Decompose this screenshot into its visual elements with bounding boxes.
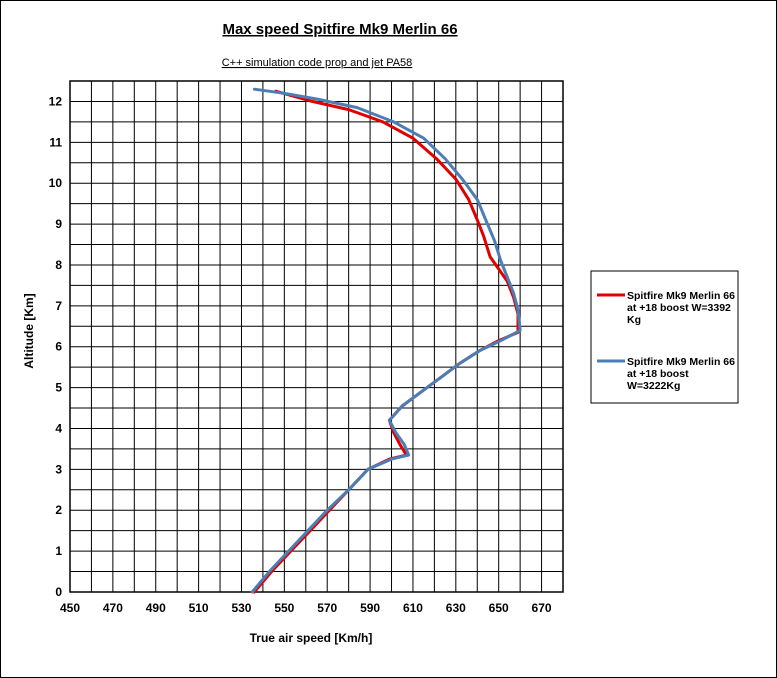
y-tick-label: 6 xyxy=(55,340,62,354)
grid xyxy=(69,80,564,593)
x-tick-label: 530 xyxy=(231,601,251,615)
x-tick-label: 490 xyxy=(146,601,166,615)
series-line xyxy=(250,87,522,594)
y-tick-label: 12 xyxy=(49,94,63,108)
series-line xyxy=(252,89,520,594)
y-tick-label: 9 xyxy=(55,217,62,231)
x-tick-label: 570 xyxy=(317,601,337,615)
tick-labels: 450 470 490 510 530 550 570 590 610 630 650 6700123… xyxy=(49,94,552,615)
y-tick-label: 11 xyxy=(49,135,62,149)
chart-subtitle: C++ simulation code prop and jet PA58 xyxy=(222,57,413,69)
y-tick-label: 4 xyxy=(55,421,62,435)
x-tick-label: 630 xyxy=(446,601,466,615)
y-tick-label: 8 xyxy=(55,258,62,272)
x-axis-label: True air speed [Km/h] xyxy=(250,631,373,645)
chart-title: Max speed Spitfire Mk9 Merlin 66 xyxy=(222,21,457,38)
x-tick-label: 590 xyxy=(360,601,380,615)
legend-label: W=3222Kg xyxy=(627,380,680,392)
legend-label: at +18 boost xyxy=(627,368,689,380)
x-tick-label: 470 xyxy=(103,601,123,615)
y-tick-label: 5 xyxy=(55,381,62,395)
x-tick-label: 550 xyxy=(274,601,294,615)
y-tick-label: 7 xyxy=(55,299,62,313)
legend-label: at +18 boost W=3392 xyxy=(627,302,731,314)
y-tick-label: 10 xyxy=(49,176,63,190)
y-tick-label: 0 xyxy=(55,585,62,599)
y-axis-label: Altitude [Km] xyxy=(22,293,36,368)
x-tick-label: 670 xyxy=(532,601,552,615)
y-tick-label: 1 xyxy=(55,544,62,558)
legend-label: Kg xyxy=(627,314,641,326)
y-tick-label: 3 xyxy=(55,462,62,476)
y-tick-label: 2 xyxy=(55,503,62,517)
x-tick-label: 650 xyxy=(489,601,509,615)
x-tick-label: 450 xyxy=(60,601,80,615)
plot-area-border xyxy=(69,80,564,593)
legend-box xyxy=(590,270,739,404)
legend-label: Spitfire Mk9 Merlin 66 xyxy=(627,356,735,368)
x-tick-label: 610 xyxy=(403,601,423,615)
x-tick-label: 510 xyxy=(189,601,209,615)
legend-label: Spitfire Mk9 Merlin 66 xyxy=(627,290,735,302)
series-lines xyxy=(250,87,522,594)
